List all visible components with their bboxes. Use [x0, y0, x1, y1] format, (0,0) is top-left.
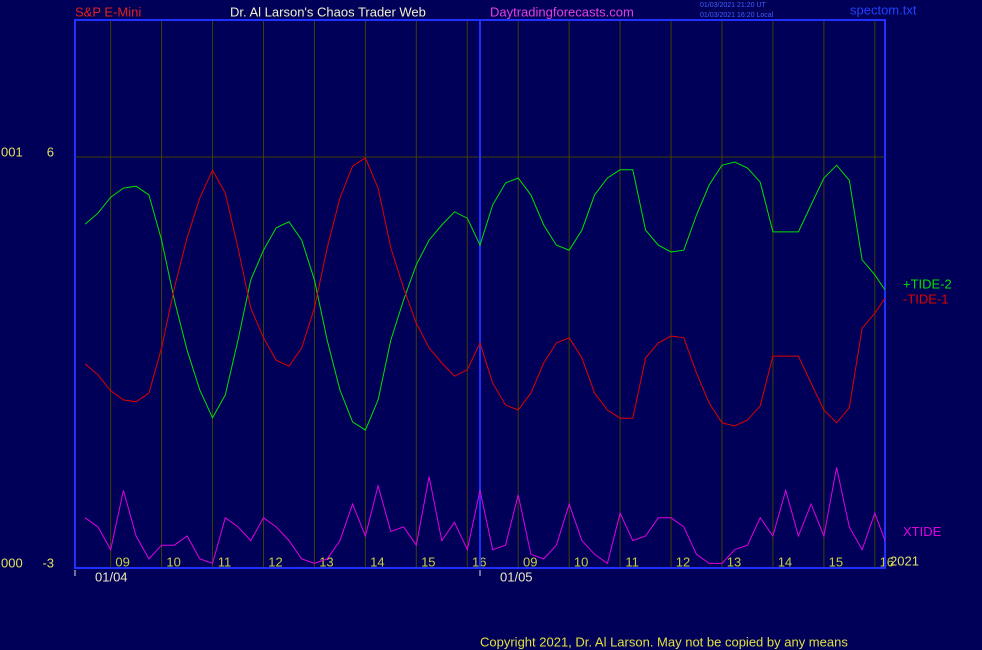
series-label: XTIDE — [903, 524, 942, 539]
site-name: Daytradingforecasts.com — [490, 4, 634, 19]
x-tick-label: 11 — [218, 554, 232, 569]
x-tick-label: 16 — [880, 554, 894, 569]
x-tick-label: 14 — [370, 554, 384, 569]
series-line — [84, 161, 886, 431]
series-line — [84, 467, 886, 565]
x-tick-label: 09 — [115, 554, 129, 569]
x-tick-label: 15 — [421, 554, 435, 569]
y-tick-label: 6 — [47, 144, 54, 159]
series-line — [84, 157, 886, 427]
timestamp: 01/03/2021 16:20 Local — [700, 12, 774, 19]
x-tick-label: 10 — [574, 554, 588, 569]
x-tick-label: 12 — [268, 554, 282, 569]
x-tick-label: 14 — [778, 554, 792, 569]
date-label: 01/05 — [500, 569, 533, 584]
y-tick-code: 001 — [1, 144, 23, 159]
x-tick-label: 11 — [625, 554, 639, 569]
chart-title: Dr. Al Larson's Chaos Trader Web — [230, 4, 426, 19]
date-label: 01/04 — [95, 569, 128, 584]
x-tick-label: 13 — [727, 554, 741, 569]
x-tick-label: 12 — [676, 554, 690, 569]
x-tick-label: 13 — [319, 554, 333, 569]
x-tick-label: 15 — [829, 554, 843, 569]
series-label: -TIDE-1 — [903, 292, 949, 307]
market-name: S&P E-Mini — [75, 4, 141, 19]
copyright: Copyright 2021, Dr. Al Larson. May not b… — [480, 634, 848, 649]
year-label: 2021 — [890, 553, 919, 568]
y-tick-label: -3 — [42, 555, 54, 570]
timestamp: 01/03/2021 21:20 UT — [700, 2, 766, 9]
x-tick-label: 10 — [166, 554, 180, 569]
x-tick-label: 09 — [523, 554, 537, 569]
series-label: +TIDE-2 — [903, 276, 952, 291]
y-tick-code: 000 — [1, 555, 23, 570]
file-name: spectom.txt — [850, 2, 917, 17]
